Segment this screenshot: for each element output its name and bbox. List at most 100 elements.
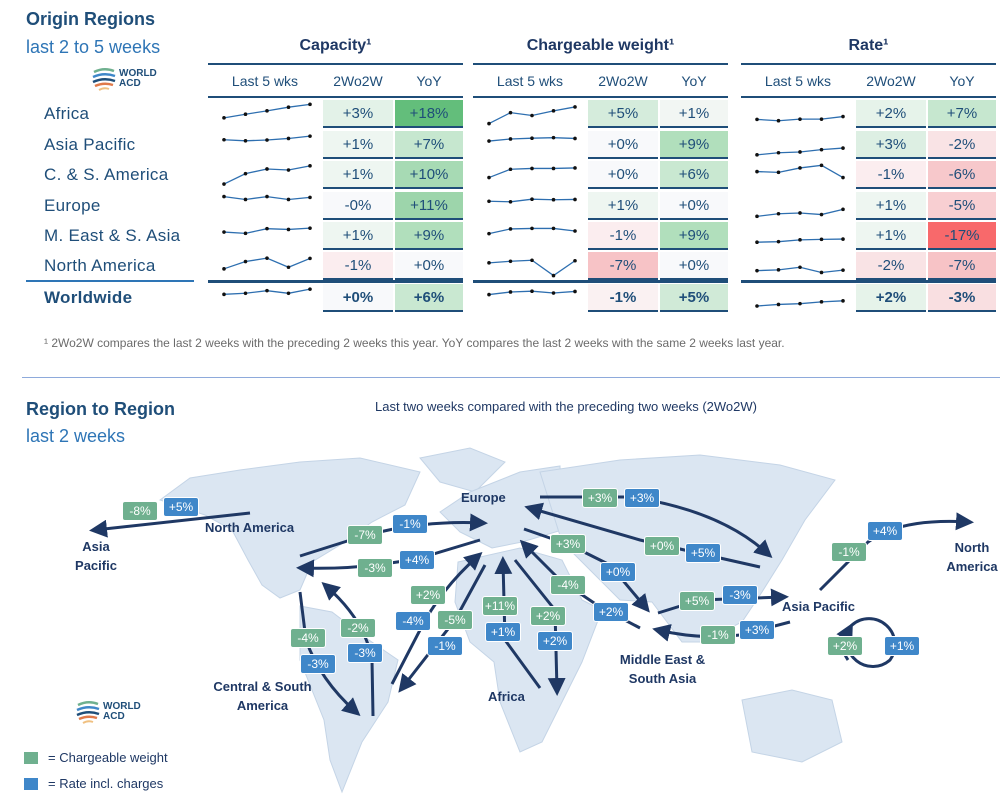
yoy-cell: +9% <box>660 131 728 159</box>
rate-badge: -3% <box>300 654 336 674</box>
sparkline-point <box>243 112 248 117</box>
total-rule <box>473 280 728 283</box>
wo2w-cell: +1% <box>323 161 393 189</box>
sparkline <box>222 226 312 236</box>
group-top-rule <box>208 63 463 65</box>
wo2w-cell: +0% <box>323 284 393 312</box>
sparkline-point <box>776 118 781 123</box>
origin-title: Origin Regions <box>26 9 156 29</box>
sparkline-point <box>819 237 824 242</box>
chargeable-badge: +2% <box>827 636 863 656</box>
sparkline-point <box>551 135 556 140</box>
sparkline-point <box>841 207 845 212</box>
rate-badge: -1% <box>392 514 428 534</box>
sparkline-point <box>286 227 291 232</box>
group-top-rule <box>473 63 728 65</box>
sparkline-point <box>573 229 577 233</box>
sparkline-point <box>776 302 781 307</box>
sparkline-point <box>776 211 781 216</box>
sparkline-point <box>508 227 513 231</box>
wo2w-cell: -1% <box>856 161 926 189</box>
total-rule <box>741 280 996 283</box>
wo2w-cell: +0% <box>588 131 658 159</box>
sparkline-point <box>265 288 269 293</box>
yoy-cell: +18% <box>395 100 463 128</box>
sparkline-point <box>222 194 226 199</box>
column-header: Last 5 wks <box>496 73 564 89</box>
sparkline <box>755 146 845 157</box>
logo-text-1: WORLD <box>119 68 157 79</box>
region-label: Asia Pacific <box>44 135 136 154</box>
group-title: Rate¹ <box>848 37 889 54</box>
chargeable-badge: -8% <box>122 501 158 521</box>
sparkline-point <box>308 134 312 138</box>
sparkline-point <box>551 109 556 113</box>
wo2w-cell: +2% <box>856 284 926 312</box>
r2r-caption: Last two weeks compared with the precedi… <box>375 399 757 414</box>
label-north-america: North America <box>205 520 295 535</box>
wo2w-cell: -0% <box>323 192 393 220</box>
sparkline-point <box>508 259 513 264</box>
wo2w-cell: +0% <box>588 161 658 189</box>
sparkline-point <box>530 166 534 171</box>
footnote: ¹ 2Wo2W compares the last 2 weeks with t… <box>44 336 785 350</box>
sparkline-point <box>530 226 534 231</box>
rate-badge: +2% <box>593 602 629 622</box>
sparkline-point <box>265 256 269 260</box>
sparkline-point <box>755 153 759 157</box>
wo2w-cell: +1% <box>323 222 393 250</box>
wo2w-cell: -1% <box>323 252 393 280</box>
sparkline-point <box>798 166 802 170</box>
sparkline-point <box>487 121 491 126</box>
sparkline <box>755 207 845 219</box>
column-header: Last 5 wks <box>231 73 299 89</box>
yoy-cell: +5% <box>660 284 728 312</box>
sparkline-point <box>265 138 269 142</box>
sparkline-point <box>222 292 226 297</box>
sparkline-point <box>819 212 824 217</box>
sparkline-point <box>308 256 312 261</box>
rate-badge: +5% <box>163 497 199 517</box>
globe-icon <box>92 68 116 91</box>
sparkline-point <box>222 116 226 120</box>
yoy-cell: +9% <box>395 222 463 250</box>
sparkline <box>222 194 312 202</box>
sparkline-point <box>819 117 824 121</box>
sparkline <box>755 237 845 244</box>
rate-badge: -3% <box>722 585 758 605</box>
origin-subtitle: last 2 to 5 weeks <box>26 37 161 57</box>
rate-badge: +1% <box>884 636 920 656</box>
rate-badge: -3% <box>347 643 383 663</box>
rate-badge: +0% <box>600 562 636 582</box>
chargeable-badge: -1% <box>700 625 736 645</box>
rate-badge: +4% <box>399 550 435 570</box>
sparkline-point <box>755 169 759 174</box>
sparkline-point <box>841 175 845 180</box>
sparkline-point <box>222 267 226 271</box>
sparkline <box>755 163 845 180</box>
wo2w-cell: +1% <box>856 222 926 250</box>
sparkline-point <box>243 259 248 264</box>
wo2w-cell: +1% <box>588 192 658 220</box>
column-header: YoY <box>416 73 442 89</box>
sparkline-point <box>243 231 248 236</box>
sparkline-point <box>243 139 248 143</box>
sparkline-point <box>530 258 534 263</box>
sparkline-point <box>755 304 759 308</box>
header-rule <box>208 96 463 98</box>
region-label: M. East & S. Asia <box>44 226 181 245</box>
group-top-rule <box>741 63 996 65</box>
sparkline <box>487 258 577 278</box>
yoy-cell: +11% <box>395 192 463 220</box>
label-africa: Africa <box>488 689 525 704</box>
sparkline <box>755 265 845 275</box>
legend-swatch-chargeable <box>24 752 38 764</box>
column-header: Last 5 wks <box>764 73 832 89</box>
world-acd-logo-bottom: WORLD ACD <box>76 699 141 725</box>
wo2w-cell: -1% <box>588 284 658 312</box>
chargeable-badge: +3% <box>550 534 586 554</box>
sparkline-point <box>487 231 491 236</box>
rate-badge: +1% <box>485 622 521 642</box>
sparkline-point <box>573 197 577 202</box>
sparkline <box>487 197 577 204</box>
